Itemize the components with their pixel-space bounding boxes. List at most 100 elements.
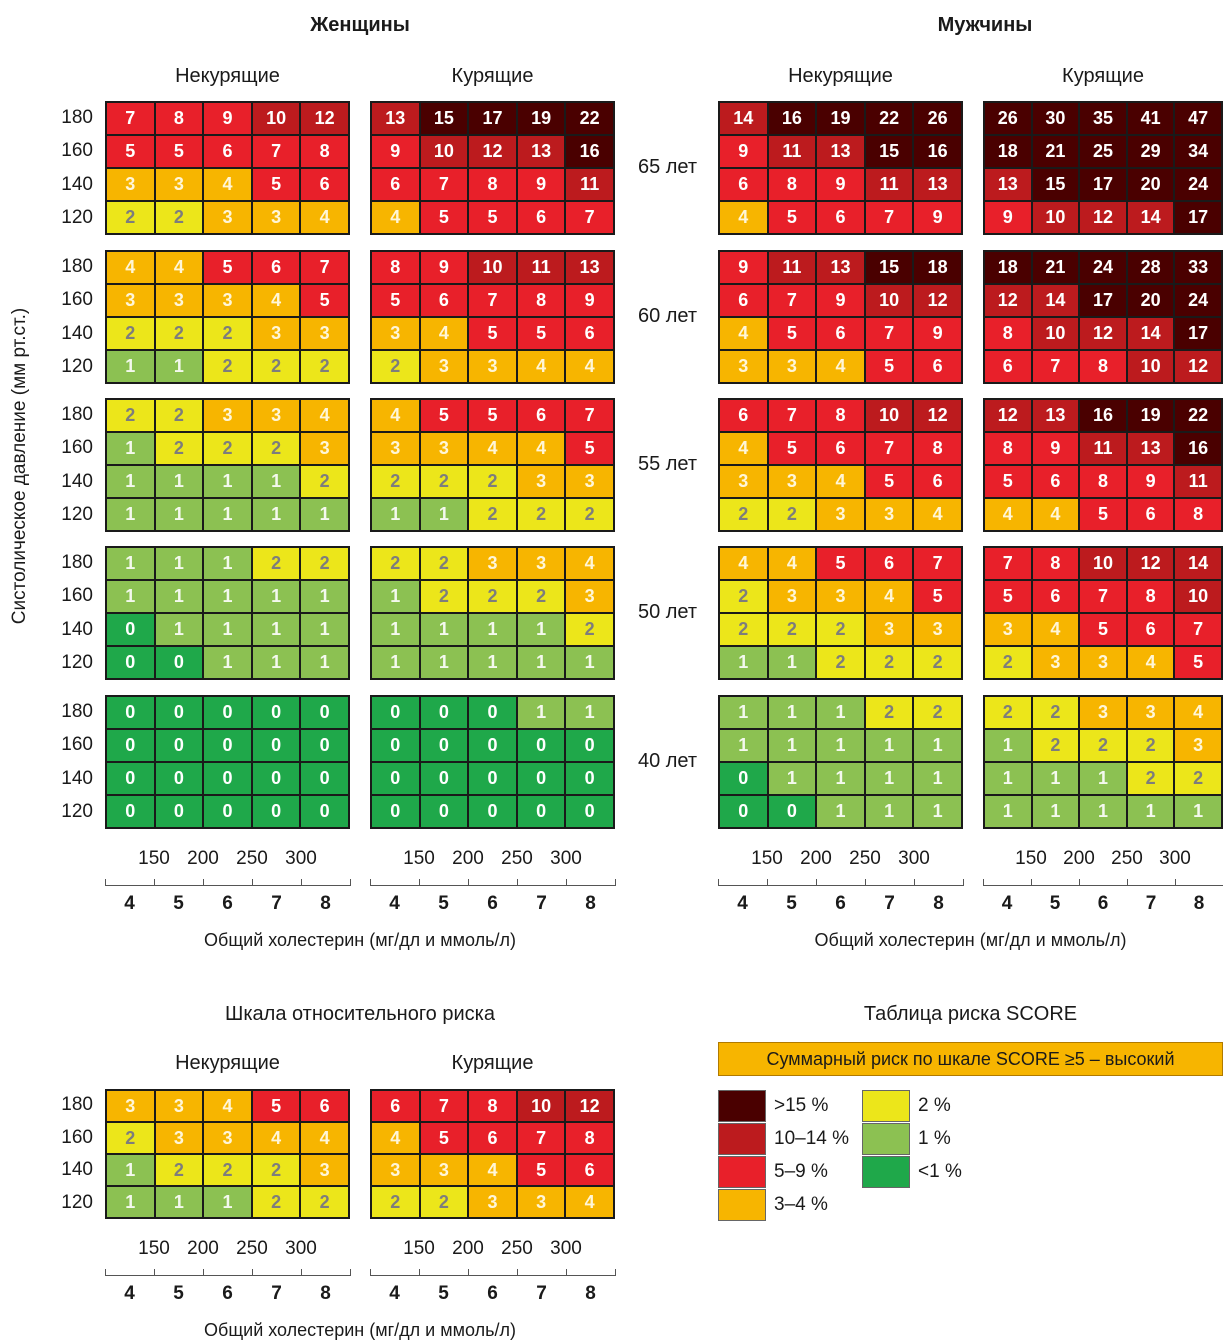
risk-cell: 21 [1031,135,1080,168]
chol-mmol-label: 6 [1097,893,1109,914]
risk-cell: 9 [913,201,962,234]
cholesterol-axis: 150 200 250 300 4 5 6 7 8 [983,848,1223,914]
axis-tick [718,879,719,886]
risk-cell: 0 [300,762,349,795]
risk-cell: 6 [468,1122,517,1154]
men-title: Мужчины [937,14,1033,36]
risk-cell: 1 [203,465,252,498]
risk-cell: 0 [300,696,349,729]
risk-cell: 2 [816,613,865,646]
risk-cell: 15 [864,135,914,168]
risk-cell: 0 [300,729,349,762]
risk-cell: 12 [913,399,962,432]
risk-cell: 0 [300,795,349,828]
bp-row-labels: 180 160 140 120 [52,546,97,680]
men-smokers-label: Курящие [1062,65,1144,87]
risk-cell: 2 [154,432,204,465]
risk-cell: 1 [816,729,865,762]
risk-cell: 1 [154,1186,204,1218]
risk-cell: 28 [1126,251,1175,284]
chol-mgdl-label: 300 [1159,848,1191,869]
risk-cell: 4 [419,317,469,350]
risk-cell: 1 [719,696,768,729]
risk-cell: 8 [565,1122,614,1154]
risk-cell: 3 [1174,729,1222,762]
risk-cell: 29 [1126,135,1175,168]
risk-cell: 5 [864,465,914,498]
women-smokers-label: Курящие [451,65,534,87]
risk-cell: 14 [1174,547,1222,580]
risk-cell: 4 [516,350,566,383]
risk-cell: 2 [106,1122,155,1154]
risk-cell: 2 [251,1154,301,1186]
risk-cell: 6 [816,201,865,234]
risk-cell: 1 [913,762,962,795]
risk-cell: 4 [371,1122,420,1154]
risk-cell: 0 [419,729,469,762]
risk-cell: 0 [468,795,517,828]
risk-cell: 3 [1031,646,1080,679]
risk-cell: 4 [371,399,420,432]
risk-cell: 5 [419,1122,469,1154]
risk-cell: 4 [203,168,252,201]
risk-cell: 8 [468,168,517,201]
risk-cell: 6 [1031,465,1080,498]
risk-cell: 2 [984,696,1032,729]
risk-cell: 2 [468,498,517,531]
chol-mmol-label: 8 [933,893,944,914]
risk-cell: 2 [203,432,252,465]
risk-table-men-nonsmokers: 9 11 13 15 18 6 7 9 10 12 4 5 6 7 9 3 3 4 5 6 [718,250,963,384]
axis-line [105,885,350,886]
risk-cell: 16 [913,135,962,168]
chol-mgdl-label: 150 [403,1238,435,1259]
risk-cell: 2 [565,498,614,531]
risk-cell: 13 [913,168,962,201]
risk-cell: 6 [816,317,865,350]
risk-cell: 4 [913,498,962,531]
risk-cell: 2 [154,399,204,432]
risk-cell: 2 [300,350,349,383]
risk-cell: 3 [516,547,566,580]
risk-cell: 3 [719,350,768,383]
chol-mgdl-label: 150 [403,848,435,869]
chol-mgdl-label: 250 [849,848,881,869]
risk-cell: 1 [913,795,962,828]
risk-cell: 4 [300,1122,349,1154]
bp-level-label: 180 [61,700,93,722]
risk-cell: 2 [371,465,420,498]
risk-cell: 2 [767,613,817,646]
axis-line [718,885,963,886]
risk-cell: 1 [984,762,1032,795]
risk-cell: 4 [251,284,301,317]
risk-cell: 1 [419,646,469,679]
relative-nonsmokers-label: Некурящие [175,1052,280,1074]
risk-cell: 3 [154,168,204,201]
risk-cell: 8 [1031,547,1080,580]
chol-mmol-label: 7 [271,893,282,914]
risk-cell: 3 [1079,696,1127,729]
risk-cell: 6 [984,350,1032,383]
relative-risk-title: Шкала относительного риска [225,1003,495,1025]
risk-cell: 3 [913,613,962,646]
risk-cell: 13 [516,135,566,168]
risk-cell: 13 [984,168,1032,201]
risk-cell: 2 [251,350,301,383]
chol-mgdl-label: 250 [236,1238,268,1259]
risk-cell: 5 [913,580,962,613]
risk-cell: 0 [371,795,420,828]
risk-cell: 22 [864,102,914,135]
risk-cell: 1 [419,613,469,646]
risk-cell: 3 [864,498,914,531]
risk-cell: 8 [1126,580,1175,613]
bp-level-label: 140 [61,322,93,344]
bp-level-label: 180 [61,255,93,277]
risk-cell: 5 [300,284,349,317]
risk-cell: 0 [468,762,517,795]
chol-mmol-label: 8 [320,1283,331,1304]
risk-table-women-smokers: 8 9 10 11 13 5 6 7 8 9 3 4 5 5 6 2 3 3 4 4 [370,250,615,384]
chol-mmol-label: 6 [487,1283,498,1304]
axis-tick [566,1269,567,1276]
risk-cell: 0 [419,696,469,729]
risk-cell: 4 [719,201,768,234]
